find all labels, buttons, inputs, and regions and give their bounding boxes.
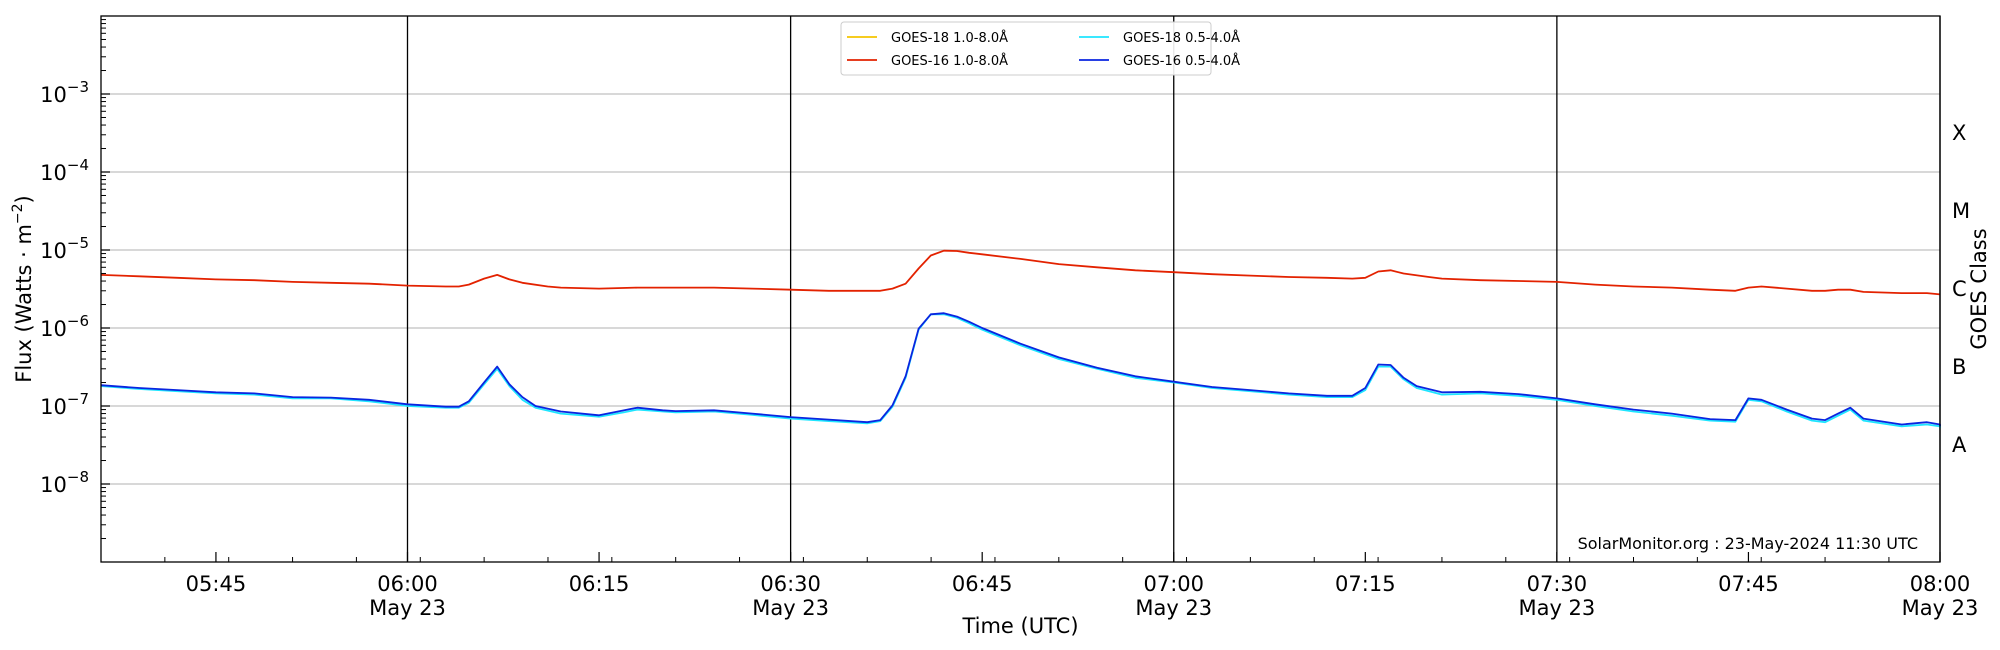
grid-layer — [101, 93, 1940, 485]
x-tick-date-label: May 23 — [1902, 596, 1979, 620]
y-tick-base: 10 — [40, 83, 67, 107]
y-tick-label: 10−4 — [40, 156, 89, 185]
legend: GOES-18 1.0-8.0Å GOES-16 1.0-8.0Å GOES-18 … — [840, 21, 1240, 76]
y-tick-exponent: −6 — [67, 312, 89, 330]
y-axis-ticks: 10−810−710−610−510−410−3 — [40, 19, 110, 540]
x-tick-label: 07:00 — [1143, 572, 1204, 596]
series-layer — [100, 249, 1941, 429]
goes-class-label: M — [1952, 199, 1970, 223]
y-tick-base: 10 — [40, 473, 67, 497]
goes-class-label: B — [1952, 355, 1966, 379]
y-tick-label: 10−6 — [40, 312, 89, 341]
credit-text: SolarMonitor.org : 23-May-2024 11:30 UTC — [1578, 534, 1918, 553]
goes-class-labels: A B C M X — [1952, 121, 1970, 457]
y-tick-exponent: −3 — [67, 78, 89, 96]
x-tick-label: 06:00 — [377, 572, 438, 596]
y-tick-exponent: −8 — [67, 468, 89, 486]
legend-entry-label: GOES-16 0.5-4.0Å — [1123, 53, 1240, 69]
x-tick-label: 07:15 — [1335, 572, 1396, 596]
goes-class-axis-title: GOES Class — [1967, 228, 1991, 349]
plot-frame — [100, 15, 1941, 563]
y-tick-label: 10−3 — [40, 78, 89, 107]
x-tick-label: 07:30 — [1527, 572, 1588, 596]
goes-class-label: X — [1952, 121, 1966, 145]
y-axis-title-prefix: Flux (Watts · m — [12, 224, 36, 383]
legend-box — [840, 21, 1212, 76]
x-tick-date-label: May 23 — [1135, 596, 1212, 620]
y-tick-label: 10−7 — [40, 390, 89, 419]
legend-entry-label: GOES-16 1.0-8.0Å — [891, 53, 1008, 69]
x-tick-label: 07:45 — [1718, 572, 1779, 596]
series-line — [100, 313, 1941, 429]
series-line — [100, 312, 1941, 427]
x-tick-label: 05:45 — [186, 572, 247, 596]
y-tick-label: 10−8 — [40, 468, 89, 497]
x-tick-label: 06:30 — [760, 572, 821, 596]
y-tick-base: 10 — [40, 161, 67, 185]
x-axis-title: Time (UTC) — [961, 614, 1078, 638]
x-tick-label: 06:15 — [569, 572, 630, 596]
y-tick-base: 10 — [40, 395, 67, 419]
x-tick-label: 08:00 — [1910, 572, 1971, 596]
y-axis-title-superscript: −2 — [10, 203, 26, 224]
goes-class-label: C — [1952, 277, 1967, 301]
y-tick-label: 10−5 — [40, 234, 89, 263]
x-tick-date-label: May 23 — [752, 596, 829, 620]
legend-entry-label: GOES-18 1.0-8.0Å — [891, 30, 1008, 46]
y-tick-base: 10 — [40, 317, 67, 341]
y-tick-base: 10 — [40, 239, 67, 263]
x-tick-label: 06:45 — [952, 572, 1013, 596]
y-axis-title: Flux (Watts · m−2) — [10, 195, 36, 383]
x-tick-date-label: May 23 — [369, 596, 446, 620]
series-line — [100, 249, 1941, 296]
legend-entry-label: GOES-18 0.5-4.0Å — [1123, 30, 1240, 46]
y-tick-exponent: −4 — [67, 156, 89, 174]
x-tick-date-label: May 23 — [1518, 596, 1595, 620]
y-axis-title-suffix: ) — [12, 195, 36, 203]
goes-class-label: A — [1952, 433, 1967, 457]
y-tick-exponent: −7 — [67, 390, 89, 408]
y-tick-exponent: −5 — [67, 234, 89, 252]
